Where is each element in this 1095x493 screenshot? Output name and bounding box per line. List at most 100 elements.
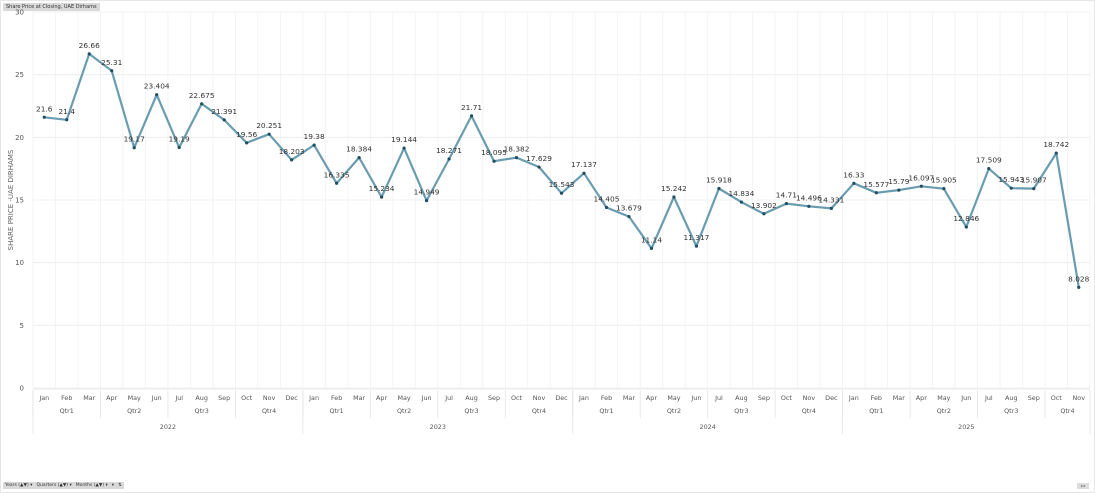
data-point[interactable]: [222, 118, 226, 122]
x-month-label: Apr: [916, 394, 927, 402]
data-point[interactable]: [919, 184, 923, 188]
data-point[interactable]: [357, 155, 361, 160]
data-point[interactable]: [672, 195, 676, 199]
data-label: 15.242: [661, 184, 687, 193]
data-label: 18.271: [436, 146, 462, 155]
data-label: 15.907: [1021, 176, 1047, 185]
y-axis: 0 5 10 15 20 25 30: [15, 9, 24, 393]
data-point[interactable]: [1077, 285, 1081, 289]
data-point[interactable]: [964, 225, 968, 229]
data-point[interactable]: [582, 171, 586, 175]
x-month-label: Aug: [1005, 394, 1017, 402]
hierarchy-level-years[interactable]: Years (▲▼) ▾: [5, 483, 33, 488]
data-point[interactable]: [312, 143, 316, 147]
data-point[interactable]: [492, 159, 496, 163]
data-point[interactable]: [447, 157, 451, 161]
data-point[interactable]: [1032, 187, 1036, 191]
data-label: 21.4: [58, 107, 75, 116]
x-month-label: Oct: [241, 394, 253, 402]
x-month-label: Nov: [263, 394, 276, 402]
data-point[interactable]: [627, 214, 631, 219]
data-point[interactable]: [290, 158, 294, 162]
data-point[interactable]: [649, 246, 654, 250]
data-label: 20.251: [256, 121, 282, 130]
y-tick-label: 0: [20, 385, 24, 393]
x-month-label: Jun: [421, 394, 432, 402]
data-label: 8.028: [1068, 274, 1089, 283]
data-label: 14.949: [414, 188, 440, 197]
x-month-label: Jul: [714, 394, 723, 402]
hierarchy-filter-bar: Years (▲▼) ▾ Quarters (▲▼) ▾ Months (▲▼) ▾…: [3, 482, 124, 489]
data-point[interactable]: [1054, 151, 1058, 155]
page-nav-button[interactable]: ◂ ▸: [1077, 483, 1089, 489]
data-point[interactable]: [1009, 186, 1013, 190]
data-point[interactable]: [717, 186, 721, 191]
x-quarter-label: Qtr2: [667, 407, 681, 415]
y-tick-label: 15: [15, 197, 24, 205]
data-label: 18.095: [481, 148, 507, 157]
data-point[interactable]: [402, 146, 406, 150]
x-month-label: Oct: [781, 394, 793, 402]
data-point[interactable]: [987, 166, 991, 171]
data-point[interactable]: [267, 132, 271, 136]
data-point[interactable]: [469, 114, 474, 118]
data-point[interactable]: [424, 199, 429, 203]
data-point[interactable]: [65, 118, 69, 122]
x-month-label: Sep: [218, 394, 230, 402]
x-month-label: Nov: [803, 394, 816, 402]
data-label: 14.405: [594, 194, 620, 203]
x-quarter-label: Qtr2: [397, 407, 411, 415]
data-label: 19.17: [124, 135, 145, 144]
x-month-label: Feb: [61, 394, 72, 402]
data-point[interactable]: [739, 200, 744, 204]
data-label: 11.14: [641, 235, 662, 244]
data-point[interactable]: [514, 156, 519, 160]
x-month-label: May: [667, 394, 680, 402]
hierarchy-level-quarters[interactable]: Quarters (▲▼) ▾: [36, 483, 72, 488]
x-quarter-label: Qtr4: [262, 407, 276, 415]
x-month-label: Jan: [308, 394, 319, 402]
data-point[interactable]: [335, 181, 339, 185]
data-point[interactable]: [200, 102, 204, 106]
data-point[interactable]: [132, 146, 136, 150]
data-point[interactable]: [537, 165, 541, 169]
data-point[interactable]: [42, 115, 46, 119]
data-point[interactable]: [762, 212, 766, 216]
x-month-label: Aug: [195, 394, 207, 402]
data-label: 17.509: [976, 156, 1002, 165]
data-point[interactable]: [87, 52, 91, 56]
x-month-label: Mar: [83, 394, 95, 402]
data-point[interactable]: [942, 187, 946, 191]
data-label: 14.331: [818, 195, 844, 204]
data-label: 21.391: [211, 107, 237, 116]
data-label: 15.577: [863, 180, 889, 189]
x-quarter-label: Qtr4: [532, 407, 546, 415]
x-month-label: Jun: [690, 394, 701, 402]
data-point[interactable]: [379, 195, 384, 199]
data-point[interactable]: [829, 206, 833, 210]
x-month-label: Dec: [555, 394, 568, 402]
data-label: 16.335: [324, 170, 350, 179]
data-point[interactable]: [694, 244, 699, 248]
chevron-down-icon[interactable]: ▾: [111, 483, 115, 488]
x-month-label: Apr: [106, 394, 117, 402]
data-label: 15.543: [549, 180, 575, 189]
hierarchy-level-months[interactable]: Months (▲▼) ▾: [75, 483, 108, 488]
data-label: 11.317: [683, 233, 709, 242]
sort-icon[interactable]: ⇅: [118, 483, 122, 488]
data-point[interactable]: [784, 202, 788, 206]
data-point[interactable]: [852, 181, 856, 185]
x-month-label: May: [937, 394, 950, 402]
data-point[interactable]: [110, 69, 114, 73]
data-point[interactable]: [155, 93, 159, 97]
data-point[interactable]: [807, 204, 811, 208]
x-month-label: Sep: [488, 394, 500, 402]
data-point[interactable]: [245, 141, 249, 145]
data-point[interactable]: [177, 145, 181, 150]
data-point[interactable]: [874, 191, 878, 195]
data-point[interactable]: [897, 188, 901, 192]
data-point[interactable]: [604, 205, 609, 210]
x-month-label: Jul: [984, 394, 993, 402]
data-point[interactable]: [559, 191, 564, 195]
